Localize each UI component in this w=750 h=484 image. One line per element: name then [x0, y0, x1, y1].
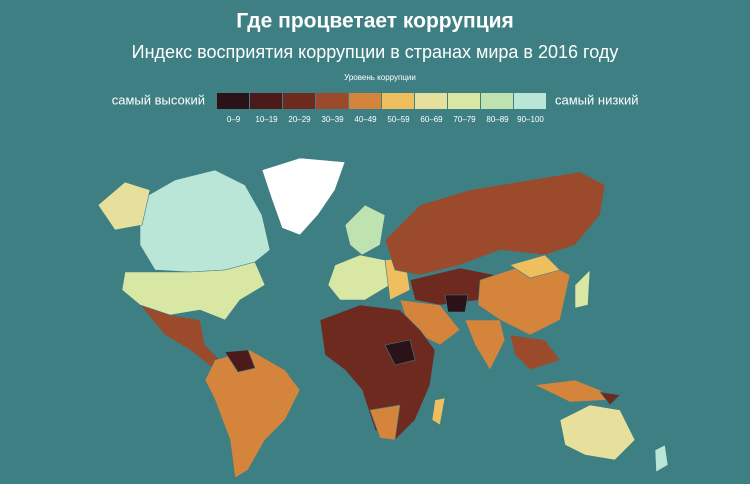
legend-bin-label: 90–100	[517, 115, 544, 124]
legend-swatch	[448, 93, 480, 109]
australia	[559, 404, 636, 461]
southeast-asia	[509, 334, 561, 371]
legend-swatch	[415, 93, 447, 109]
legend-swatch	[250, 93, 282, 109]
west-europe	[327, 254, 391, 301]
world-map	[97, 157, 669, 479]
legend-bin-label: 20–29	[288, 115, 311, 124]
south-america	[204, 349, 301, 479]
legend-bin-label: 30–39	[321, 115, 344, 124]
legend-swatch	[481, 93, 513, 109]
legend-bin-label: 0–9	[227, 115, 241, 124]
canada	[139, 169, 271, 273]
legend: 0–9 10–19 20–29 30–39 40–49 50–59 60–69 70–79 80…	[217, 93, 546, 124]
africa	[319, 304, 436, 441]
legend-bin-label: 70–79	[453, 115, 476, 124]
mongolia	[509, 254, 561, 279]
legend-bin-label: 60–69	[420, 115, 443, 124]
legend-swatch	[283, 93, 315, 109]
legend-swatch	[514, 93, 546, 109]
usa	[121, 261, 266, 321]
japan	[574, 269, 591, 309]
scandinavia	[344, 204, 386, 256]
sudan	[384, 339, 416, 366]
legend-swatch	[382, 93, 414, 109]
south-africa	[369, 404, 401, 441]
legend-bin-label: 40–49	[354, 115, 377, 124]
legend-swatch	[316, 93, 348, 109]
legend-high-label: самый высокий	[112, 92, 205, 107]
afghanistan	[444, 294, 469, 313]
legend-bin-label: 80–89	[486, 115, 509, 124]
png	[599, 391, 621, 406]
new-zealand	[654, 444, 669, 473]
legend-bin-label: 10–19	[255, 115, 278, 124]
india	[464, 319, 506, 371]
russia	[384, 171, 606, 276]
legend-bin-label: 50–59	[387, 115, 410, 124]
legend-low-label: самый низкий	[555, 92, 639, 107]
madagascar	[431, 397, 446, 426]
legend-title: Уровень коррупции	[344, 73, 416, 82]
subtitle: Индекс восприятия коррупции в странах ми…	[132, 42, 619, 62]
title: Где процветает коррупция	[236, 10, 514, 33]
alaska	[97, 181, 151, 231]
greenland	[261, 157, 346, 236]
legend-swatch	[349, 93, 381, 109]
legend-swatch	[217, 93, 249, 109]
venezuela	[224, 349, 256, 373]
